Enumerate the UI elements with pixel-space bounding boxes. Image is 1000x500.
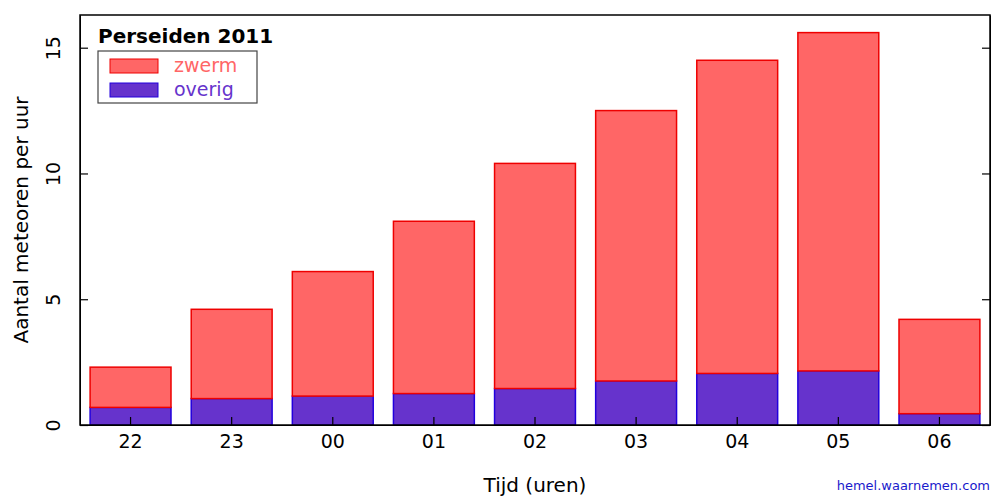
y-tick-label: 10: [42, 162, 64, 186]
x-tick-label: 01: [422, 430, 446, 452]
bar-overig: [697, 373, 778, 425]
y-tick-label: 0: [42, 419, 64, 431]
y-axis-right: [982, 16, 991, 426]
y-tick-label: 15: [42, 36, 64, 60]
source-credit: hemel.waarnemen.com: [837, 478, 990, 493]
y-tick-mark-right: [982, 173, 990, 174]
x-tick: 01: [422, 417, 446, 452]
x-tick: 22: [118, 417, 142, 452]
y-tick-right: [982, 299, 990, 300]
bar-zwerm: [697, 60, 778, 373]
y-axis-line: [80, 16, 81, 426]
x-tick-mark: [332, 417, 333, 425]
y-axis-right-line: [990, 16, 991, 426]
y-tick: 15: [42, 36, 88, 60]
x-tick: 03: [624, 417, 648, 452]
x-tick-label: 23: [220, 430, 244, 452]
bar-overig: [899, 414, 980, 425]
bar-zwerm: [292, 272, 373, 397]
x-tick-mark: [838, 417, 839, 425]
x-tick: 00: [321, 417, 345, 452]
x-tick-label: 05: [826, 430, 850, 452]
chart: 051015222300010203040506Tijd (uren)Aanta…: [0, 0, 1000, 500]
x-tick-mark: [534, 417, 535, 425]
x-tick-mark: [130, 417, 131, 425]
x-tick: 06: [927, 417, 951, 452]
x-tick: 02: [523, 417, 547, 452]
bar-zwerm: [596, 111, 677, 381]
x-tick-mark: [433, 417, 434, 425]
y-axis-title: Aantal meteoren per uur: [9, 96, 33, 344]
bar-overig: [393, 394, 474, 425]
x-tick-mark: [737, 417, 738, 425]
plot-frame: [80, 15, 990, 425]
y-tick: 5: [42, 294, 88, 306]
x-tick-label: 22: [118, 430, 142, 452]
x-tick-label: 06: [927, 430, 951, 452]
bar-zwerm: [191, 309, 272, 398]
x-axis: 22 23 00 01 02 03 04 05 06: [81, 417, 991, 452]
legend-box: [98, 51, 257, 103]
y-tick-mark-right: [982, 48, 990, 49]
bar-overig: [495, 389, 576, 425]
x-tick-label: 03: [624, 430, 648, 452]
x-axis-title: Tijd (uren): [483, 473, 587, 497]
bar-overig: [191, 399, 272, 425]
legend-label: zwerm: [174, 54, 237, 76]
legend-swatch: [110, 59, 158, 73]
y-tick-label: 5: [42, 294, 64, 306]
title: Perseiden 2011: [98, 24, 273, 48]
legend-swatch: [110, 83, 158, 97]
y-tick: 10: [42, 162, 88, 186]
bar-zwerm: [495, 163, 576, 388]
bars: [90, 33, 980, 425]
bar-zwerm: [393, 221, 474, 393]
y-tick-mark-right: [982, 299, 990, 300]
plot: 051015222300010203040506: [42, 15, 991, 452]
x-tick-mark: [939, 417, 940, 425]
legend: zwermoverig: [98, 51, 257, 103]
x-tick: 23: [220, 417, 244, 452]
x-tick: 05: [826, 417, 850, 452]
bar-zwerm: [899, 319, 980, 413]
x-axis-line: [81, 425, 991, 426]
y-tick-mark: [80, 48, 88, 49]
bar-overig: [596, 381, 677, 425]
y-tick-mark: [80, 173, 88, 174]
y-axis: 0 5 10 15: [42, 16, 88, 432]
y-tick-right: [982, 173, 990, 174]
x-tick-mark: [231, 417, 232, 425]
y-tick-right: [982, 48, 990, 49]
legend-label: overig: [174, 78, 234, 100]
bar-zwerm: [798, 33, 879, 371]
bar-zwerm: [90, 367, 171, 407]
y-tick-mark: [80, 299, 88, 300]
bar-overig: [90, 407, 171, 425]
x-tick-label: 00: [321, 430, 345, 452]
x-tick-label: 02: [523, 430, 547, 452]
x-tick-label: 04: [725, 430, 749, 452]
bar-overig: [292, 396, 373, 425]
bar-overig: [798, 371, 879, 425]
x-tick-mark: [636, 417, 637, 425]
x-tick: 04: [725, 417, 749, 452]
